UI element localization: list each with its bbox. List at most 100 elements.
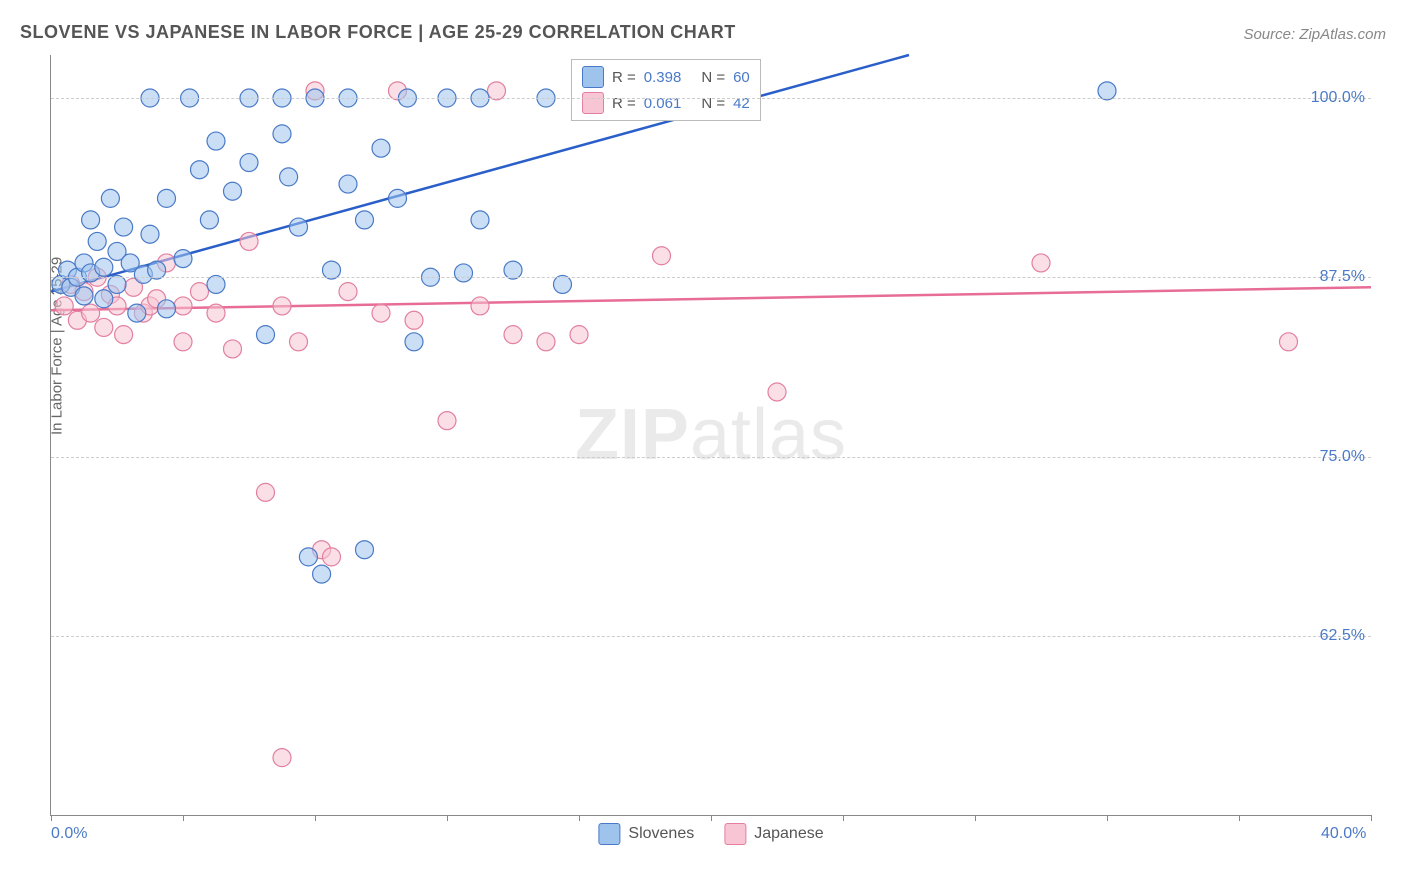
- data-point: [174, 297, 192, 315]
- data-point: [224, 340, 242, 358]
- x-tick: [711, 815, 712, 821]
- data-point: [1032, 254, 1050, 272]
- data-point: [101, 189, 119, 207]
- data-point: [95, 290, 113, 308]
- x-tick-label: 40.0%: [1321, 825, 1366, 843]
- gridline: [51, 98, 1371, 99]
- y-tick-label: 100.0%: [1311, 89, 1365, 107]
- data-point: [438, 412, 456, 430]
- gridline: [51, 636, 1371, 637]
- r-label: R =: [612, 69, 636, 86]
- x-tick: [975, 815, 976, 821]
- data-point: [257, 326, 275, 344]
- data-point: [323, 548, 341, 566]
- data-point: [224, 182, 242, 200]
- data-point: [174, 333, 192, 351]
- data-point: [290, 333, 308, 351]
- data-point: [240, 154, 258, 172]
- r-value: 0.398: [644, 69, 682, 86]
- data-point: [768, 383, 786, 401]
- data-point: [191, 161, 209, 179]
- x-tick: [315, 815, 316, 821]
- legend-item: Slovenes: [598, 823, 694, 845]
- data-point: [257, 483, 275, 501]
- legend-item: Japanese: [724, 823, 823, 845]
- data-point: [273, 297, 291, 315]
- legend-stat-row: R = 0.398 N = 60: [582, 64, 750, 90]
- legend-swatch: [582, 66, 604, 88]
- data-point: [95, 258, 113, 276]
- gridline: [51, 277, 1371, 278]
- x-tick: [843, 815, 844, 821]
- data-point: [1280, 333, 1298, 351]
- source-label: Source: ZipAtlas.com: [1243, 26, 1386, 43]
- legend-stat-row: R = 0.061N = 42: [582, 90, 750, 116]
- data-point: [75, 287, 93, 305]
- legend-label: Slovenes: [628, 825, 694, 843]
- data-point: [389, 189, 407, 207]
- data-point: [356, 211, 374, 229]
- legend-series: Slovenes Japanese: [598, 823, 823, 845]
- x-tick: [1239, 815, 1240, 821]
- data-point: [339, 283, 357, 301]
- data-point: [174, 250, 192, 268]
- chart-svg: [51, 55, 1371, 815]
- x-tick: [1107, 815, 1108, 821]
- data-point: [339, 175, 357, 193]
- data-point: [115, 218, 133, 236]
- data-point: [405, 333, 423, 351]
- data-point: [313, 565, 331, 583]
- y-tick-label: 75.0%: [1320, 448, 1365, 466]
- chart-title: SLOVENE VS JAPANESE IN LABOR FORCE | AGE…: [20, 22, 736, 43]
- data-point: [115, 326, 133, 344]
- data-point: [273, 749, 291, 767]
- legend-swatch: [582, 92, 604, 114]
- y-tick-label: 62.5%: [1320, 627, 1365, 645]
- gridline: [51, 457, 1371, 458]
- n-value: 60: [733, 69, 750, 86]
- data-point: [405, 311, 423, 329]
- data-point: [537, 333, 555, 351]
- data-point: [55, 297, 73, 315]
- data-point: [88, 232, 106, 250]
- legend-label: Japanese: [754, 825, 823, 843]
- data-point: [653, 247, 671, 265]
- data-point: [504, 326, 522, 344]
- n-label: N =: [701, 69, 725, 86]
- x-tick-label: 0.0%: [51, 825, 87, 843]
- data-point: [570, 326, 588, 344]
- data-point: [471, 211, 489, 229]
- x-tick: [183, 815, 184, 821]
- legend-stats-box: R = 0.398 N = 60 R = 0.061N = 42: [571, 59, 761, 121]
- data-point: [191, 283, 209, 301]
- data-point: [455, 264, 473, 282]
- x-tick: [51, 815, 52, 821]
- data-point: [141, 225, 159, 243]
- data-point: [158, 300, 176, 318]
- data-point: [158, 189, 176, 207]
- data-point: [207, 132, 225, 150]
- data-point: [280, 168, 298, 186]
- data-point: [82, 304, 100, 322]
- y-tick-label: 87.5%: [1320, 268, 1365, 286]
- x-tick: [1371, 815, 1372, 821]
- x-tick: [447, 815, 448, 821]
- data-point: [128, 304, 146, 322]
- data-point: [273, 125, 291, 143]
- x-tick: [579, 815, 580, 821]
- data-point: [299, 548, 317, 566]
- data-point: [372, 304, 390, 322]
- data-point: [356, 541, 374, 559]
- data-point: [240, 232, 258, 250]
- data-point: [372, 139, 390, 157]
- data-point: [471, 297, 489, 315]
- data-point: [95, 318, 113, 336]
- data-point: [207, 304, 225, 322]
- legend-swatch: [598, 823, 620, 845]
- data-point: [200, 211, 218, 229]
- data-point: [82, 211, 100, 229]
- legend-swatch: [724, 823, 746, 845]
- data-point: [290, 218, 308, 236]
- plot-area: In Labor Force | Age 25-29 ZIPatlas R = …: [50, 55, 1371, 816]
- trend-line: [51, 287, 1371, 310]
